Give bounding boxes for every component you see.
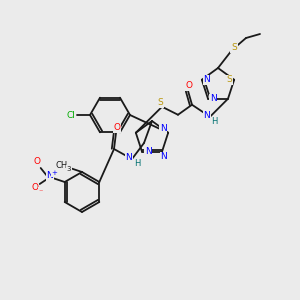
Text: O: O (31, 184, 38, 193)
Text: O: O (33, 158, 40, 166)
Text: ⁻: ⁻ (38, 188, 43, 196)
Text: N: N (204, 111, 210, 120)
Text: S: S (226, 75, 232, 84)
Text: N: N (203, 75, 210, 84)
Text: N: N (160, 152, 167, 161)
Text: H: H (134, 160, 140, 169)
Text: Cl: Cl (67, 110, 75, 119)
Text: N: N (126, 152, 132, 161)
Text: O: O (185, 81, 193, 90)
Text: H: H (211, 117, 217, 126)
Text: CH: CH (56, 161, 68, 170)
Text: N: N (46, 172, 53, 181)
Text: N: N (210, 94, 216, 103)
Text: S: S (231, 44, 237, 52)
Text: S: S (157, 98, 163, 107)
Text: N: N (145, 147, 152, 156)
Text: N: N (160, 124, 166, 133)
Text: 3: 3 (67, 166, 71, 172)
Text: +: + (52, 170, 58, 176)
Text: O: O (113, 124, 121, 133)
